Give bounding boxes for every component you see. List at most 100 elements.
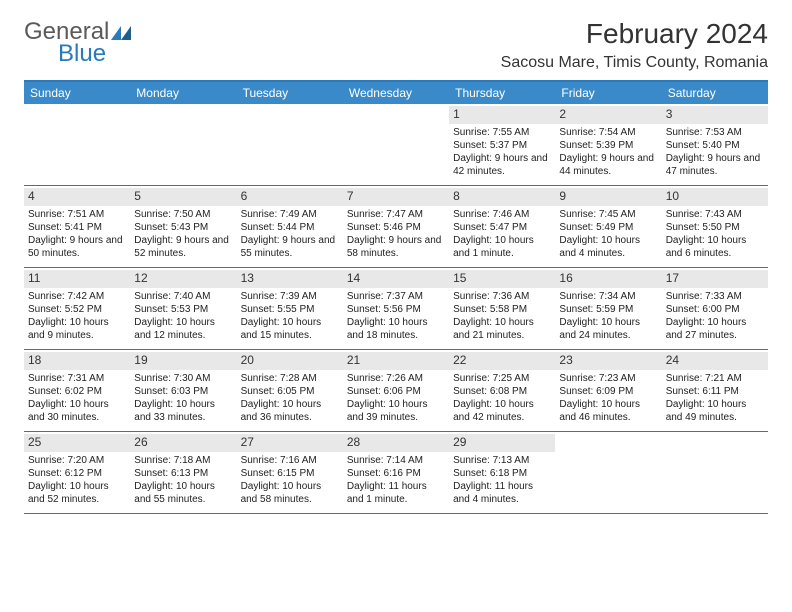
day-header-cell: Friday [555,82,661,104]
day-number [237,106,343,124]
sunrise-line: Sunrise: 7:50 AM [134,208,232,221]
sunset-line: Sunset: 6:00 PM [666,303,764,316]
day-cell: 2Sunrise: 7:54 AMSunset: 5:39 PMDaylight… [555,104,661,185]
day-number: 26 [130,434,236,452]
sunrise-line: Sunrise: 7:13 AM [453,454,551,467]
day-number: 7 [343,188,449,206]
day-cell: 9Sunrise: 7:45 AMSunset: 5:49 PMDaylight… [555,186,661,267]
sunset-line: Sunset: 5:37 PM [453,139,551,152]
location-subtitle: Sacosu Mare, Timis County, Romania [501,54,768,72]
sunrise-line: Sunrise: 7:47 AM [347,208,445,221]
day-cell: 4Sunrise: 7:51 AMSunset: 5:41 PMDaylight… [24,186,130,267]
day-number: 15 [449,270,555,288]
day-cell: 10Sunrise: 7:43 AMSunset: 5:50 PMDayligh… [662,186,768,267]
daylight-line: Daylight: 9 hours and 55 minutes. [241,234,339,260]
sunrise-line: Sunrise: 7:31 AM [28,372,126,385]
daylight-line: Daylight: 11 hours and 1 minute. [347,480,445,506]
week-row: 18Sunrise: 7:31 AMSunset: 6:02 PMDayligh… [24,350,768,432]
day-number: 9 [555,188,661,206]
daylight-line: Daylight: 9 hours and 50 minutes. [28,234,126,260]
sunrise-line: Sunrise: 7:14 AM [347,454,445,467]
day-cell: 20Sunrise: 7:28 AMSunset: 6:05 PMDayligh… [237,350,343,431]
day-number: 2 [555,106,661,124]
day-number: 19 [130,352,236,370]
sunrise-line: Sunrise: 7:30 AM [134,372,232,385]
day-number: 12 [130,270,236,288]
daylight-line: Daylight: 10 hours and 9 minutes. [28,316,126,342]
day-number: 13 [237,270,343,288]
day-cell: 12Sunrise: 7:40 AMSunset: 5:53 PMDayligh… [130,268,236,349]
sunset-line: Sunset: 6:16 PM [347,467,445,480]
sunrise-line: Sunrise: 7:49 AM [241,208,339,221]
sunrise-line: Sunrise: 7:45 AM [559,208,657,221]
day-number: 20 [237,352,343,370]
daylight-line: Daylight: 9 hours and 52 minutes. [134,234,232,260]
day-cell: 13Sunrise: 7:39 AMSunset: 5:55 PMDayligh… [237,268,343,349]
sunset-line: Sunset: 5:55 PM [241,303,339,316]
day-cell [24,104,130,185]
week-row: 11Sunrise: 7:42 AMSunset: 5:52 PMDayligh… [24,268,768,350]
day-number: 24 [662,352,768,370]
daylight-line: Daylight: 10 hours and 12 minutes. [134,316,232,342]
day-number: 23 [555,352,661,370]
day-cell: 19 Sunrise: 7:30 AMSunset: 6:03 PMDayligh… [130,350,236,431]
sunrise-line: Sunrise: 7:54 AM [559,126,657,139]
sunrise-line: Sunrise: 7:16 AM [241,454,339,467]
daylight-line: Daylight: 10 hours and 18 minutes. [347,316,445,342]
sunset-line: Sunset: 6:15 PM [241,467,339,480]
sunset-line: Sunset: 5:41 PM [28,221,126,234]
day-number [130,106,236,124]
sunset-line: Sunset: 6:13 PM [134,467,232,480]
sunrise-line: Sunrise: 7:28 AM [241,372,339,385]
week-row: 1Sunrise: 7:55 AMSunset: 5:37 PMDaylight… [24,104,768,186]
daylight-line: Daylight: 10 hours and 39 minutes. [347,398,445,424]
day-cell [237,104,343,185]
day-number: 16 [555,270,661,288]
daylight-line: Daylight: 10 hours and 24 minutes. [559,316,657,342]
week-row: 25Sunrise: 7:20 AMSunset: 6:12 PMDayligh… [24,432,768,514]
day-header-cell: Thursday [449,82,555,104]
sunset-line: Sunset: 5:53 PM [134,303,232,316]
daylight-line: Daylight: 11 hours and 4 minutes. [453,480,551,506]
day-number: 28 [343,434,449,452]
day-number: 21 [343,352,449,370]
day-number: 14 [343,270,449,288]
daylight-line: Daylight: 10 hours and 1 minute. [453,234,551,260]
daylight-line: Daylight: 10 hours and 33 minutes. [134,398,232,424]
sunset-line: Sunset: 5:52 PM [28,303,126,316]
sunset-line: Sunset: 5:39 PM [559,139,657,152]
daylight-line: Daylight: 9 hours and 47 minutes. [666,152,764,178]
sunrise-line: Sunrise: 7:43 AM [666,208,764,221]
sunset-line: Sunset: 6:05 PM [241,385,339,398]
day-number: 11 [24,270,130,288]
sunrise-line: Sunrise: 7:26 AM [347,372,445,385]
day-header-cell: Sunday [24,82,130,104]
sunset-line: Sunset: 5:49 PM [559,221,657,234]
day-header-cell: Monday [130,82,236,104]
day-cell [130,104,236,185]
day-cell: 26Sunrise: 7:18 AMSunset: 6:13 PMDayligh… [130,432,236,513]
sunset-line: Sunset: 5:56 PM [347,303,445,316]
sunset-line: Sunset: 6:12 PM [28,467,126,480]
sunrise-line: Sunrise: 7:37 AM [347,290,445,303]
month-title: February 2024 [501,18,768,50]
daylight-line: Daylight: 10 hours and 15 minutes. [241,316,339,342]
day-cell: 8Sunrise: 7:46 AMSunset: 5:47 PMDaylight… [449,186,555,267]
daylight-line: Daylight: 10 hours and 21 minutes. [453,316,551,342]
day-cell [662,432,768,513]
day-cell: 3Sunrise: 7:53 AMSunset: 5:40 PMDaylight… [662,104,768,185]
day-cell: 17Sunrise: 7:33 AMSunset: 6:00 PMDayligh… [662,268,768,349]
sunset-line: Sunset: 5:43 PM [134,221,232,234]
calendar: SundayMondayTuesdayWednesdayThursdayFrid… [24,80,768,514]
day-cell: 16Sunrise: 7:34 AMSunset: 5:59 PMDayligh… [555,268,661,349]
sunset-line: Sunset: 6:03 PM [134,385,232,398]
day-header-cell: Saturday [662,82,768,104]
daylight-line: Daylight: 10 hours and 49 minutes. [666,398,764,424]
day-cell: 27Sunrise: 7:16 AMSunset: 6:15 PMDayligh… [237,432,343,513]
daylight-line: Daylight: 9 hours and 58 minutes. [347,234,445,260]
sunrise-line: Sunrise: 7:34 AM [559,290,657,303]
logo: General Blue [24,18,131,68]
sunrise-line: Sunrise: 7:18 AM [134,454,232,467]
sunset-line: Sunset: 5:44 PM [241,221,339,234]
day-cell: 14 Sunrise: 7:37 AMSunset: 5:56 PMDayligh… [343,268,449,349]
